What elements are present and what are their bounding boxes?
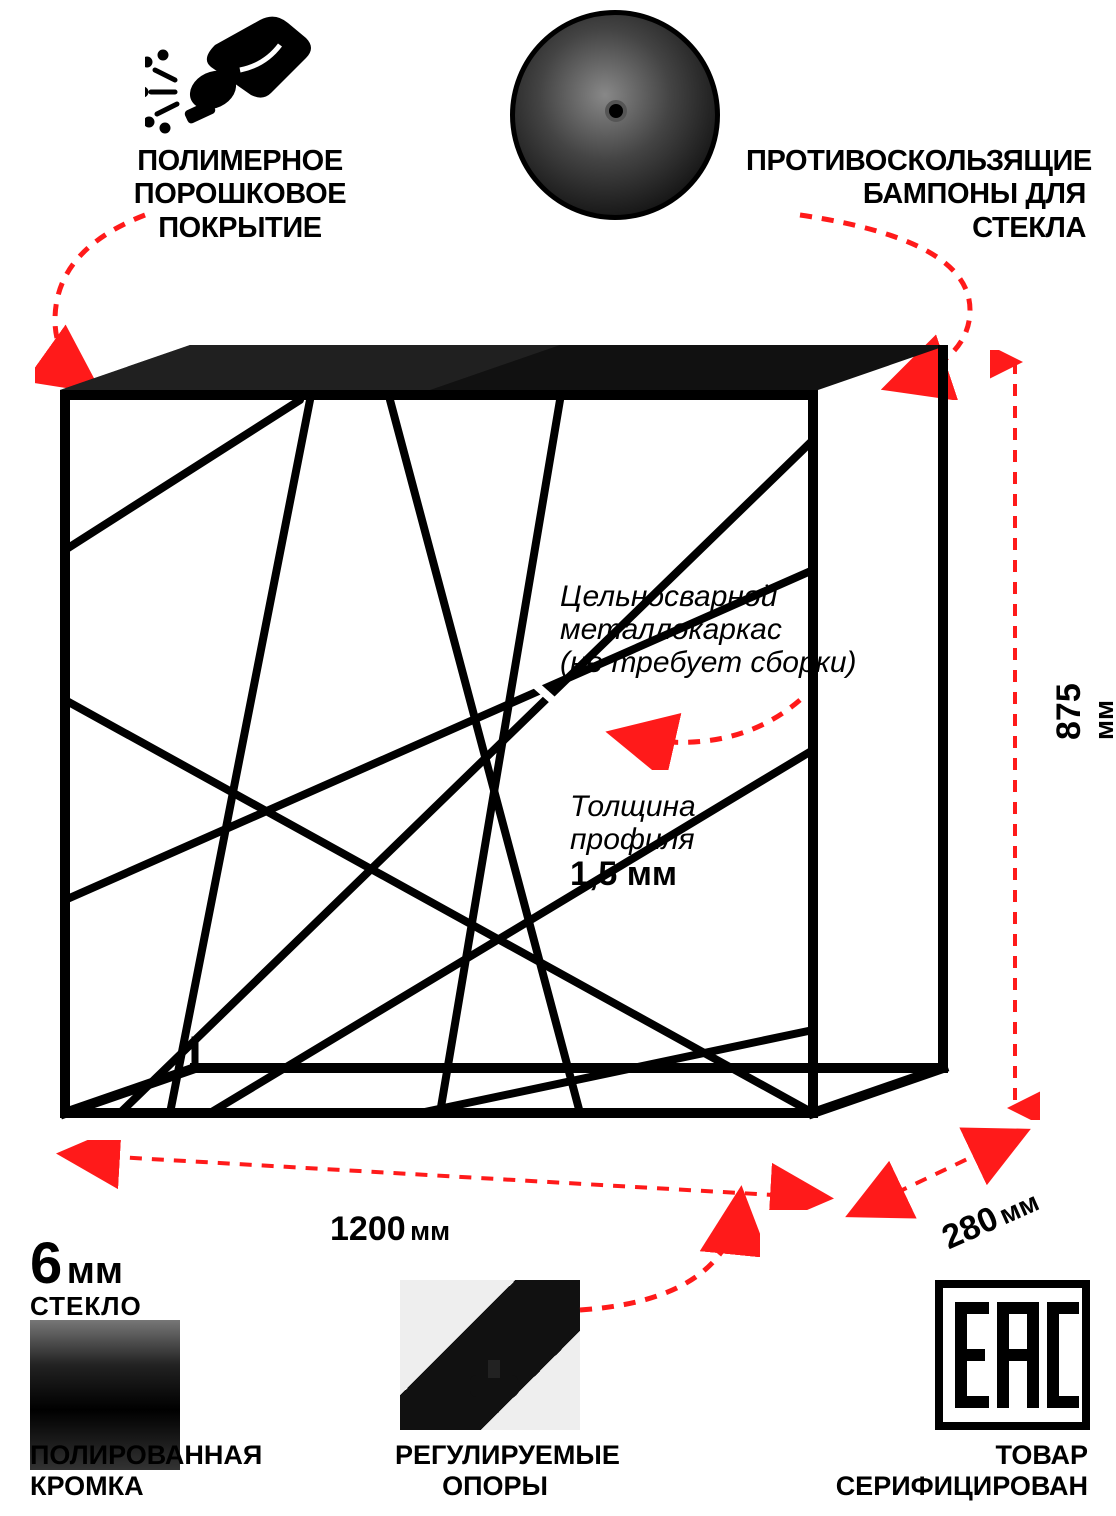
dim-height-label: 875 мм: [1050, 674, 1116, 740]
feet-line2: ОПОРЫ: [395, 1471, 595, 1502]
glass-spec: 6 мм СТЕКЛО: [30, 1230, 142, 1322]
edge-line1: ПОЛИРОВАННАЯ: [30, 1440, 262, 1471]
arrow-welded: [590, 690, 810, 770]
height-unit: мм: [1089, 700, 1116, 740]
edge-line2: КРОМКА: [30, 1471, 262, 1502]
cert-label: ТОВАР СЕРИФИЦИРОВАН: [836, 1440, 1088, 1502]
feet-photo: [400, 1280, 580, 1430]
bumper-photo: [510, 10, 720, 220]
bumpers-line1: ПРОТИВОСКОЛЬЗЯЩИЕ: [746, 145, 1086, 178]
welded-note: Цельносварной металлокаркас (не требует …: [560, 580, 857, 679]
profile-value: 1,5 мм: [570, 856, 696, 893]
cert-line2: СЕРИФИЦИРОВАН: [836, 1471, 1088, 1502]
glass-label: СТЕКЛО: [30, 1291, 142, 1322]
table-illustration: [60, 340, 950, 1170]
welded-line1: Цельносварной: [560, 580, 857, 613]
dim-width-label: 1200 мм: [330, 1210, 450, 1249]
height-num: 875: [1050, 683, 1088, 740]
profile-note: Толщина профиля 1,5 мм: [570, 790, 696, 893]
eac-badge: [935, 1280, 1090, 1430]
profile-line1: Толщина: [570, 790, 696, 823]
spray-paint-icon: [145, 10, 315, 140]
welded-line2: металлокаркас: [560, 613, 857, 646]
cert-line1: ТОВАР: [836, 1440, 1088, 1471]
coating-line1: ПОЛИМЕРНОЕ: [80, 145, 400, 178]
width-unit: мм: [410, 1216, 450, 1246]
feet-label: РЕГУЛИРУЕМЫЕ ОПОРЫ: [395, 1440, 595, 1502]
dim-height: [990, 350, 1040, 1120]
edge-label: ПОЛИРОВАННАЯ КРОМКА: [30, 1440, 262, 1502]
width-num: 1200: [330, 1210, 406, 1248]
profile-line2: профиля: [570, 823, 696, 856]
glass-value: 6: [30, 1231, 62, 1296]
glass-unit: мм: [67, 1250, 123, 1292]
feet-line1: РЕГУЛИРУЕМЫЕ: [395, 1440, 595, 1471]
arrow-feet: [570, 1180, 760, 1320]
welded-line3: (не требует сборки): [560, 646, 857, 679]
